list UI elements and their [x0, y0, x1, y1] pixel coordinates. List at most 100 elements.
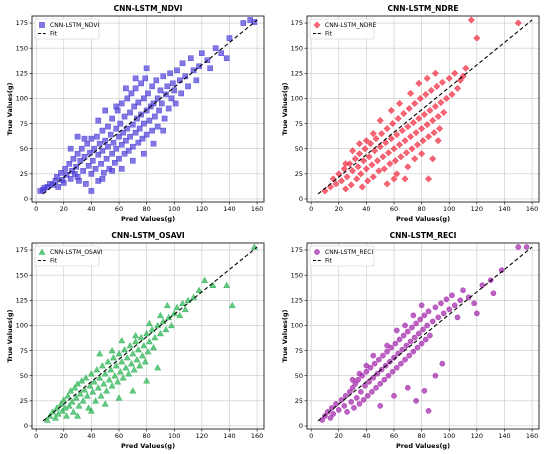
data-point [207, 65, 213, 72]
data-point [369, 130, 377, 138]
data-point [448, 90, 456, 98]
data-point [409, 324, 415, 331]
data-point [173, 303, 181, 311]
data-point [397, 153, 405, 161]
y-tick-label: 175 [291, 19, 303, 27]
data-point [123, 85, 129, 92]
data-point [95, 151, 102, 158]
data-point [454, 314, 461, 321]
y-tick-label: 125 [16, 70, 28, 78]
data-point [376, 356, 382, 363]
data-point [53, 404, 61, 411]
data-point [342, 185, 350, 193]
x-tick-label: 100 [168, 432, 180, 440]
data-point [223, 281, 231, 288]
data-point [514, 19, 522, 27]
data-point [130, 143, 136, 150]
data-point [76, 390, 84, 397]
data-point [130, 121, 136, 128]
data-point [435, 314, 441, 321]
data-point [116, 368, 124, 375]
data-point [152, 113, 158, 120]
data-point [360, 397, 367, 403]
data-point [389, 368, 396, 375]
chart-title: CNN-LSTM_NDVI [114, 4, 183, 13]
data-point [138, 80, 144, 87]
data-point [135, 99, 142, 106]
data-point [467, 16, 475, 24]
data-point [113, 103, 120, 110]
data-point [423, 74, 431, 82]
legend-label-series: CNN-LSTM_OSAVI [50, 249, 103, 256]
plot-cnn-lstm-reci: 0 20 40 60 80 100 120 140 160 0 25 50 75 100 125 150 175… [281, 231, 540, 450]
data-point [201, 276, 209, 283]
data-point [178, 90, 184, 97]
data-point [356, 370, 363, 377]
data-point [364, 177, 372, 185]
data-point [65, 402, 73, 409]
data-point [71, 384, 79, 391]
x-tick-label: 100 [443, 205, 455, 213]
data-point [143, 65, 150, 72]
data-point [69, 408, 77, 415]
data-point [465, 294, 472, 301]
data-point [349, 167, 357, 175]
y-tick-label: 100 [291, 95, 303, 103]
data-point [97, 392, 105, 399]
data-point [118, 141, 125, 148]
data-point [163, 301, 171, 309]
data-point [437, 98, 445, 106]
data-point [391, 393, 397, 399]
data-point [342, 160, 350, 168]
legend-label-fit: Fit [50, 258, 58, 265]
x-axis-label: Pred Values(g) [396, 442, 450, 450]
x-tick-label: 140 [223, 205, 235, 213]
data-point [419, 137, 427, 145]
data-point [66, 160, 73, 167]
y-tick-label: 0 [299, 195, 303, 203]
data-point [440, 108, 448, 117]
series-cnn-lstm-ndre [321, 16, 522, 195]
y-tick-label: 25 [295, 170, 303, 178]
data-point [400, 332, 407, 339]
data-point [124, 125, 131, 132]
data-point [92, 397, 99, 404]
chart-title: CNN-LSTM_RECI [390, 231, 457, 240]
data-point [379, 153, 387, 161]
legend-marker [314, 249, 320, 255]
data-point [389, 120, 397, 128]
x-tick-label: 80 [142, 432, 150, 440]
data-point [349, 384, 356, 391]
data-point [377, 403, 383, 409]
data-point [411, 334, 418, 341]
data-point [324, 409, 331, 415]
data-point [105, 123, 111, 130]
data-point [370, 352, 377, 359]
plot-cnn-lstm-osavi: 0 20 40 60 80 100 120 140 160 0 25 50 75 100 125 150 175… [6, 231, 265, 450]
y-tick-label: 175 [16, 19, 28, 27]
data-point [141, 150, 147, 157]
data-point [81, 135, 88, 142]
data-point [146, 117, 153, 124]
data-point [81, 153, 88, 160]
data-point [387, 358, 393, 365]
data-point [99, 127, 106, 134]
x-tick-label: 100 [168, 205, 180, 213]
data-point [424, 322, 430, 329]
data-point [193, 77, 200, 84]
series-cnn-lstm-ndvi [37, 17, 258, 194]
data-point [110, 354, 117, 361]
data-point [440, 310, 447, 317]
data-point [130, 157, 136, 164]
data-point [118, 100, 125, 107]
data-point [407, 89, 415, 97]
data-point [405, 328, 411, 335]
y-tick-label: 150 [291, 44, 303, 52]
data-point [515, 244, 522, 250]
data-point [403, 342, 410, 349]
data-point [384, 149, 393, 157]
x-tick-label: 140 [223, 432, 235, 440]
data-point [490, 290, 497, 297]
data-point [432, 304, 439, 311]
data-point [429, 155, 437, 163]
